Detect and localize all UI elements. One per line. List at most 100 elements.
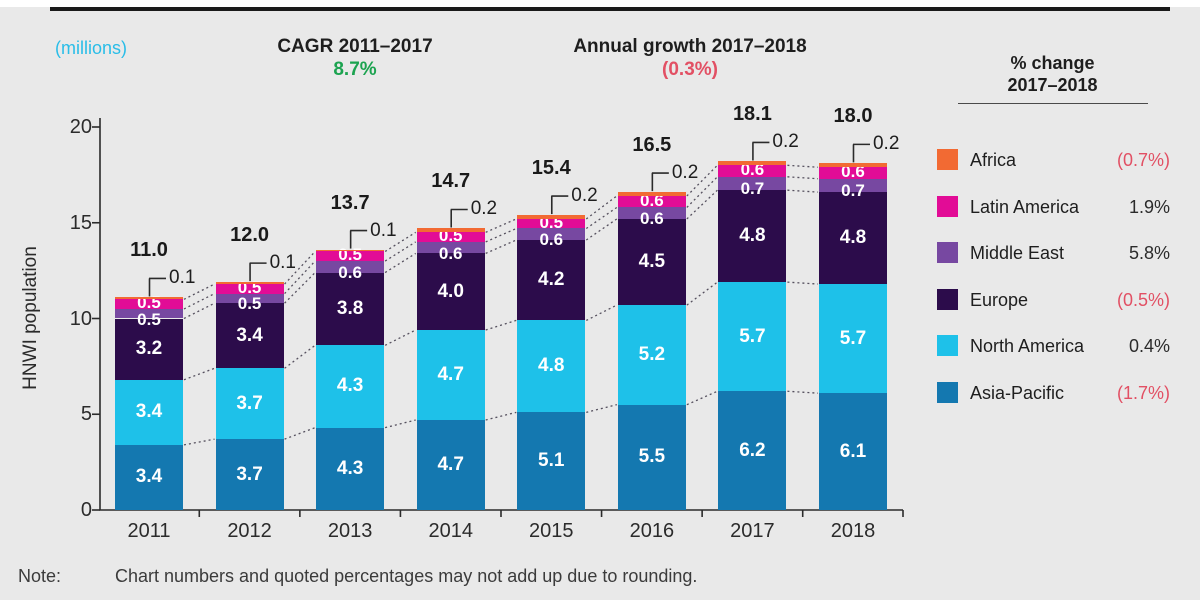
top-margin (0, 0, 1200, 7)
segment-value-label: 4.5 (638, 251, 666, 272)
segment-value-label: 0.7 (841, 181, 865, 201)
callout-value-2014: 0.2 (470, 198, 498, 220)
segment-value-label: 4.0 (437, 280, 464, 302)
segment-value-label: 0.6 (539, 230, 564, 250)
legend-label-middle-east: Middle East (970, 243, 1065, 263)
bar-segment-2013-asia-pacific (316, 427, 385, 510)
segment-value-label: 3.2 (135, 338, 163, 360)
x-tick-label-2017: 2017 (730, 520, 775, 542)
legend-swatch-latin-america (937, 195, 958, 217)
bar-segment-2014-middle-east (416, 241, 485, 254)
bar-segment-2011-africa (115, 297, 183, 300)
legend-label-north-america: North America (970, 336, 1085, 356)
bar-segment-2013-africa (316, 249, 385, 252)
bar-segment-2016-africa (617, 192, 686, 196)
callout-value-2012: 0.1 (269, 252, 296, 274)
bar-segment-2012-middle-east (215, 293, 284, 304)
segment-value-label: 0.5 (237, 294, 262, 314)
total-label-2011: 11.0 (130, 239, 168, 262)
legend-swatch-north-america (937, 335, 958, 356)
bar-segment-2015-north-america (517, 320, 586, 413)
callout-value-2017: 0.2 (772, 131, 799, 153)
segment-value-label: 5.1 (538, 450, 565, 472)
y-tick-label: 10 (69, 307, 92, 330)
bar-segment-2013-europe (316, 272, 385, 346)
bar-segment-2015-europe (517, 239, 586, 321)
legend-label-europe: Europe (970, 289, 1029, 310)
x-tick-label-2011: 2011 (127, 520, 171, 542)
bar-segment-2018-north-america (818, 284, 887, 394)
segment-value-label: 4.8 (839, 227, 867, 249)
y-tick-label: 0 (80, 499, 92, 521)
total-label-2018: 18.0 (833, 105, 873, 128)
segment-value-label: 0.5 (237, 277, 262, 297)
legend-item-latin-america: Latin America 1.9% (937, 195, 1170, 218)
legend-pct-change-asia-pacific: (1.7%) (1116, 382, 1170, 403)
callout-value-2011: 0.1 (169, 267, 196, 289)
bar-segment-2015-africa (517, 215, 586, 219)
segment-value-label: 6.1 (839, 440, 867, 462)
segment-value-label: 0.6 (338, 262, 362, 282)
legend-title: % change 2017–2018 (955, 52, 1150, 96)
legend-title-underline (958, 103, 1148, 104)
bar-segment-2015-latin-america (517, 218, 586, 229)
segment-value-label: 5.2 (638, 343, 666, 365)
legend-label-asia-pacific: Asia-Pacific (970, 382, 1065, 403)
segment-value-label: 0.5 (338, 245, 362, 265)
bar-segment-2015-asia-pacific (517, 412, 586, 510)
bar-segment-2011-middle-east (115, 308, 183, 319)
annual-growth-block: Annual growth 2017–2018 (0.3%) (560, 35, 820, 81)
segment-value-label: 0.6 (640, 209, 664, 229)
x-tick-label-2013: 2013 (327, 520, 373, 542)
legend-item-asia-pacific: Asia-Pacific (1.7%) (937, 381, 1170, 404)
callout-value-2018: 0.2 (872, 133, 900, 155)
annual-growth-value: (0.3%) (662, 59, 718, 80)
note-text: Chart numbers and quoted percentages may… (115, 566, 698, 586)
bar-segment-2013-middle-east (316, 261, 385, 273)
legend-pct-change-latin-america: 1.9% (1128, 196, 1170, 217)
bar-segment-2016-europe (617, 218, 686, 306)
segment-value-label: 4.2 (538, 269, 565, 291)
total-label-2016: 16.5 (632, 134, 672, 157)
legend-title-line2: 2017–2018 (1007, 75, 1098, 95)
bar-segment-2014-africa (416, 228, 485, 233)
bar-segment-2012-europe (215, 303, 284, 369)
bar-segment-2014-latin-america (416, 232, 485, 242)
total-label-2017: 18.1 (732, 103, 772, 126)
cagr-block: CAGR 2011–2017 8.7% (255, 35, 455, 81)
bar-segment-2017-middle-east (718, 176, 787, 191)
bar-segment-2011-north-america (115, 379, 183, 445)
total-label-2015: 15.4 (531, 157, 571, 180)
segment-value-label: 3.8 (336, 297, 364, 319)
y-tick-label: 5 (80, 403, 92, 426)
bar-segment-2017-africa (718, 161, 787, 166)
segment-value-label: 3.7 (236, 392, 263, 414)
total-label-2014: 14.7 (431, 170, 471, 193)
segment-value-label: 4.3 (336, 457, 364, 479)
bar-segment-2017-asia-pacific (718, 391, 787, 510)
segment-value-label: 0.6 (438, 243, 463, 263)
bar-segment-2012-africa (215, 282, 284, 285)
legend-swatch-middle-east (937, 242, 958, 263)
note-label: Note: (18, 566, 62, 586)
bar-segment-2012-north-america (215, 368, 284, 440)
cagr-label: CAGR 2011–2017 (277, 36, 433, 57)
legend-item-europe: Europe (0.5%) (937, 288, 1170, 311)
callout-value-2016: 0.2 (671, 162, 699, 184)
legend-swatch-asia-pacific (937, 381, 958, 403)
bar-segment-2017-north-america (718, 282, 787, 392)
bar-segment-2018-latin-america (818, 167, 887, 179)
segment-value-label: 0.5 (137, 293, 161, 313)
legend-pct-change-north-america: 0.4% (1128, 336, 1170, 356)
callout-value-2015: 0.2 (571, 185, 598, 207)
bar-segment-2018-asia-pacific (818, 393, 887, 510)
legend-pct-change-middle-east: 5.8% (1128, 243, 1170, 263)
bar-segment-2013-latin-america (316, 251, 385, 262)
bar-segment-2014-north-america (416, 329, 485, 420)
bar-segment-2012-asia-pacific (215, 439, 284, 510)
bar-segment-2015-middle-east (517, 228, 586, 240)
legend-swatch-africa (937, 149, 958, 170)
x-tick-label-2016: 2016 (629, 520, 675, 542)
